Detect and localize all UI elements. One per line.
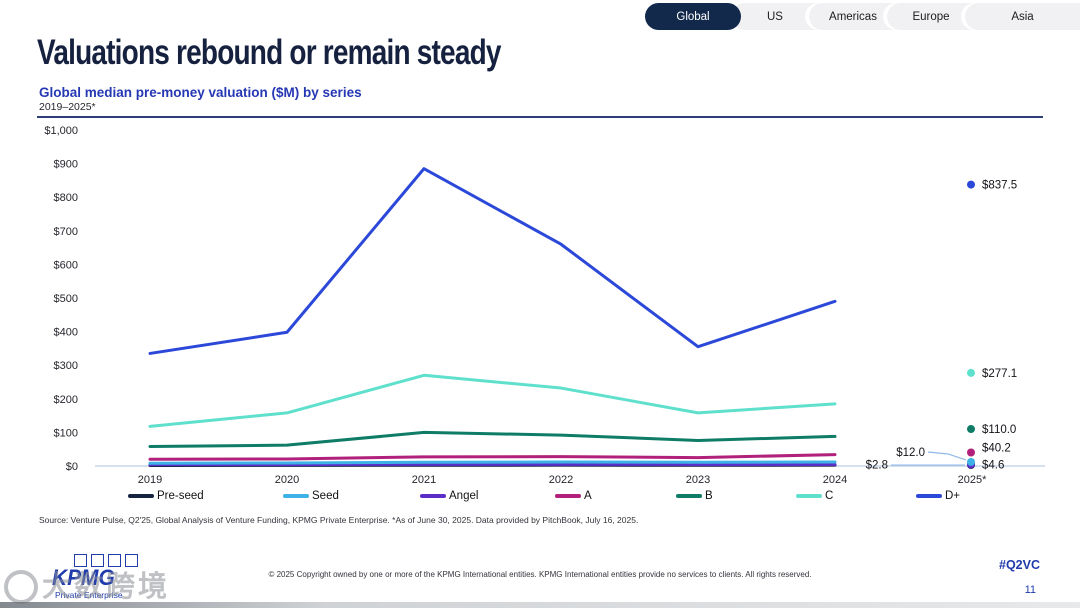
y-tick-label: $200 — [54, 394, 78, 406]
legend-item-c: C — [796, 489, 833, 503]
legend-swatch — [128, 494, 154, 498]
legend-swatch — [555, 494, 581, 498]
y-tick-label: $1,000 — [44, 125, 78, 137]
chart-period: 2019–2025* — [39, 101, 96, 113]
kpmg-logo: KPMG Private Enterprise — [52, 554, 182, 600]
series-line-seed — [148, 460, 837, 465]
value-label: $40.2 — [982, 442, 1011, 454]
y-tick-label: $300 — [54, 360, 78, 372]
value-label: $4.6 — [982, 459, 1004, 471]
legend-swatch — [420, 494, 446, 498]
value-label: $110.0 — [982, 424, 1016, 436]
leader-line — [927, 451, 967, 461]
value-label: $12.0 — [896, 447, 925, 459]
hashtag-label: #Q2VC — [999, 558, 1040, 572]
header-divider — [37, 116, 1043, 118]
source-note: Source: Venture Pulse, Q2'25, Global Ana… — [39, 515, 639, 525]
legend-swatch — [796, 494, 822, 498]
page-number: 11 — [1024, 584, 1036, 596]
legend-swatch — [676, 494, 702, 498]
legend-swatch — [283, 494, 309, 498]
series-line-b — [148, 430, 837, 449]
y-tick-label: $100 — [54, 427, 78, 439]
x-tick-label: 2023 — [686, 474, 710, 486]
y-tick-label: $800 — [54, 192, 78, 204]
data-point-b-2025 — [967, 425, 975, 434]
data-point-seed-2025 — [967, 457, 975, 466]
kpmg-logo-squares — [74, 554, 182, 567]
x-tick-label: 2022 — [549, 474, 573, 486]
y-tick-label: $400 — [54, 327, 78, 339]
legend-item-a: A — [555, 489, 592, 503]
value-label: $2.8 — [866, 460, 888, 472]
value-label: $277.1 — [982, 368, 1017, 380]
chart-title: Global median pre-money valuation ($M) b… — [39, 85, 362, 100]
y-tick-label: $600 — [54, 259, 78, 271]
value-label: $837.5 — [982, 180, 1017, 192]
series-line-d+ — [148, 167, 837, 355]
y-tick-label: $0 — [66, 461, 78, 473]
legend-label: Angel — [449, 490, 479, 502]
legend-label: D+ — [945, 490, 961, 502]
copyright-text: © 2025 Copyright owned by one or more of… — [268, 570, 812, 579]
region-tabbar: Global US Americas Europe Asia — [645, 3, 1080, 30]
page-title: Valuations rebound or remain steady — [37, 33, 501, 72]
legend-label: B — [705, 490, 713, 502]
legend-label: Pre-seed — [157, 490, 204, 502]
data-point-d+-2025 — [967, 180, 975, 189]
data-point-a-2025 — [967, 448, 975, 457]
legend-label: Seed — [312, 490, 339, 502]
x-tick-label: 2019 — [138, 474, 162, 486]
series-line-c — [148, 373, 837, 428]
x-tick-label: 2024 — [823, 474, 847, 486]
y-tick-label: $900 — [54, 159, 78, 171]
tab-europe[interactable]: Europe — [887, 3, 975, 30]
legend-item-d+: D+ — [916, 489, 960, 503]
kpmg-logo-text: KPMG — [52, 565, 115, 590]
kpmg-logo-subtext: Private Enterprise — [55, 590, 123, 600]
y-tick-label: $700 — [54, 226, 78, 238]
legend-item-angel: Angel — [420, 489, 478, 503]
legend-label: C — [825, 490, 834, 502]
bottom-edge-band — [0, 602, 1080, 608]
series-line-a — [148, 453, 837, 461]
legend-label: A — [584, 490, 592, 502]
tab-global[interactable]: Global — [645, 3, 741, 30]
legend-swatch — [916, 494, 942, 498]
tab-us[interactable]: US — [731, 3, 819, 30]
tab-asia[interactable]: Asia — [965, 3, 1080, 30]
legend-item-b: B — [676, 489, 713, 503]
legend-item-seed: Seed — [283, 489, 339, 503]
x-tick-label: 2025* — [958, 474, 987, 486]
legend-item-pre-seed: Pre-seed — [128, 489, 204, 503]
x-tick-label: 2020 — [275, 474, 299, 486]
y-tick-label: $500 — [54, 293, 78, 305]
data-point-c-2025 — [967, 368, 975, 377]
x-tick-label: 2021 — [412, 474, 436, 486]
tab-americas[interactable]: Americas — [809, 3, 897, 30]
